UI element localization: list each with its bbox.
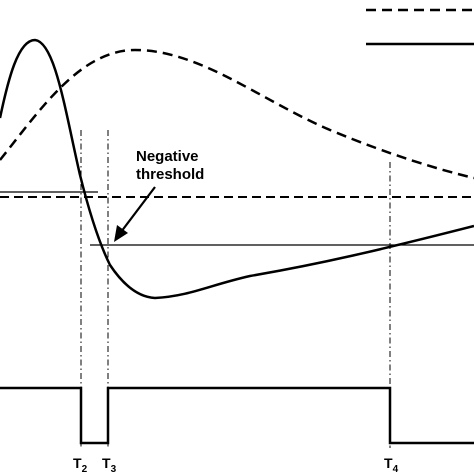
dashed-signal-curve — [0, 48, 474, 180]
pulse-waveform — [0, 386, 474, 445]
time-label-t3: T3 — [102, 455, 117, 474]
time-label-t4: T4 — [384, 455, 399, 474]
annotation-line-2: threshold — [136, 166, 204, 183]
solid-signal-curve — [0, 38, 474, 300]
annotation-arrow-shaft — [120, 186, 156, 233]
annotation-line-1: Negative — [136, 148, 199, 165]
time-label-t2: T2 — [73, 455, 88, 474]
annotation-arrow-head — [114, 225, 128, 242]
